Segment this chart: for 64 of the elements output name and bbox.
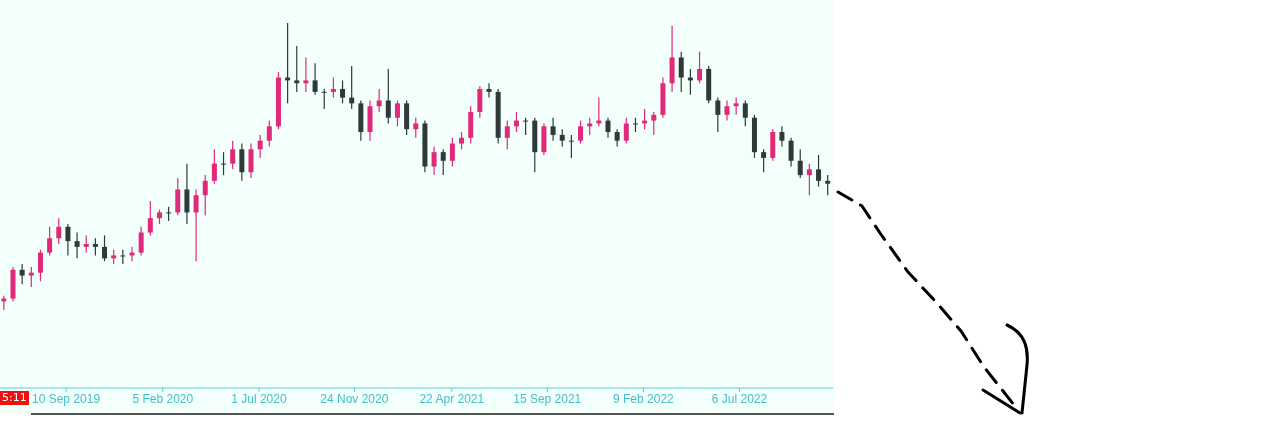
x-tick-label: 1 Jul 2020 (231, 391, 287, 406)
candlestick (239, 142, 245, 182)
candlestick (102, 234, 108, 262)
candlestick (56, 217, 62, 245)
candlestick (248, 142, 254, 179)
candlestick (788, 137, 794, 168)
candlestick (193, 188, 199, 262)
candlestick (761, 148, 767, 173)
candlestick (715, 97, 721, 133)
candlestick (312, 62, 318, 96)
x-tick-label: 6 Jul 2022 (711, 391, 768, 406)
candlestick (202, 174, 208, 216)
candlestick (651, 111, 657, 136)
candlestick (605, 117, 611, 139)
candlestick (330, 76, 336, 99)
candlestick (697, 51, 703, 84)
candlestick (321, 88, 327, 110)
candlestick (578, 119, 584, 145)
candlestick (816, 154, 822, 188)
candlestick (504, 119, 510, 150)
candlestick (138, 226, 144, 257)
candlestick (65, 223, 71, 257)
candlestick (431, 145, 437, 176)
candlestick (147, 200, 153, 236)
candlestick (825, 174, 831, 196)
candlestick (221, 151, 227, 176)
candlestick (37, 249, 43, 282)
candlestick (230, 140, 236, 170)
candlestick (806, 163, 812, 196)
candlestick (477, 85, 483, 119)
candlestick (440, 148, 446, 176)
candlestick (486, 82, 492, 99)
candlestick (294, 45, 300, 93)
candlestick (175, 177, 181, 216)
candlestick (211, 148, 217, 185)
x-tick-label: 9 Feb 2022 (613, 391, 675, 406)
candlestick (303, 56, 309, 93)
candlestick (376, 88, 382, 113)
candlestick (340, 79, 346, 104)
candlestick (623, 117, 629, 145)
candlestick (568, 134, 574, 159)
x-tick-label: 5 Feb 2020 (132, 391, 194, 406)
candlestick (742, 99, 748, 127)
x-tick-label: 24 Nov 2020 (320, 391, 389, 406)
candlestick (413, 117, 419, 139)
x-tick-label: 15 Sep 2021 (513, 391, 582, 406)
candlestick (257, 134, 263, 159)
candlestick (385, 68, 391, 125)
x-tick-label: 22 Apr 2021 (419, 391, 485, 406)
x-tick-label: 10 Sep 2019 (32, 391, 101, 406)
candlestick (266, 119, 272, 148)
candlestick (28, 266, 34, 288)
candlestick (449, 137, 455, 168)
candlestick (74, 231, 80, 259)
candlestick (724, 99, 730, 122)
candlestick (184, 163, 190, 225)
candlestick (678, 51, 684, 93)
text: 5:11 (0, 391, 29, 405)
candlestick (394, 99, 400, 127)
candlestick (19, 263, 25, 285)
candlestick (779, 125, 785, 148)
candlestick (797, 148, 803, 179)
candlestick (47, 226, 53, 257)
candlestick (550, 117, 556, 142)
